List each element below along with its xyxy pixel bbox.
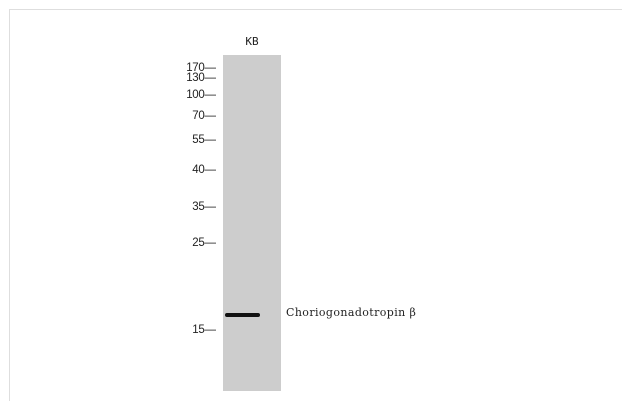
marker-130: 130— [186, 72, 216, 84]
marker-25: 25— [192, 237, 216, 249]
marker-15: 15— [192, 324, 216, 336]
marker-40: 40— [192, 164, 216, 176]
lane-label: KB [245, 35, 259, 48]
protein-band [225, 313, 260, 317]
marker-170: 170— [186, 62, 216, 74]
blot-lane [223, 55, 281, 391]
image-border-left [9, 9, 10, 401]
marker-35: 35— [192, 201, 216, 213]
marker-100: 100— [186, 89, 216, 101]
target-protein-label: Choriogonadotropin β [286, 306, 417, 319]
marker-55: 55— [192, 134, 216, 146]
marker-70: 70— [192, 110, 216, 122]
image-border-top [9, 9, 622, 10]
